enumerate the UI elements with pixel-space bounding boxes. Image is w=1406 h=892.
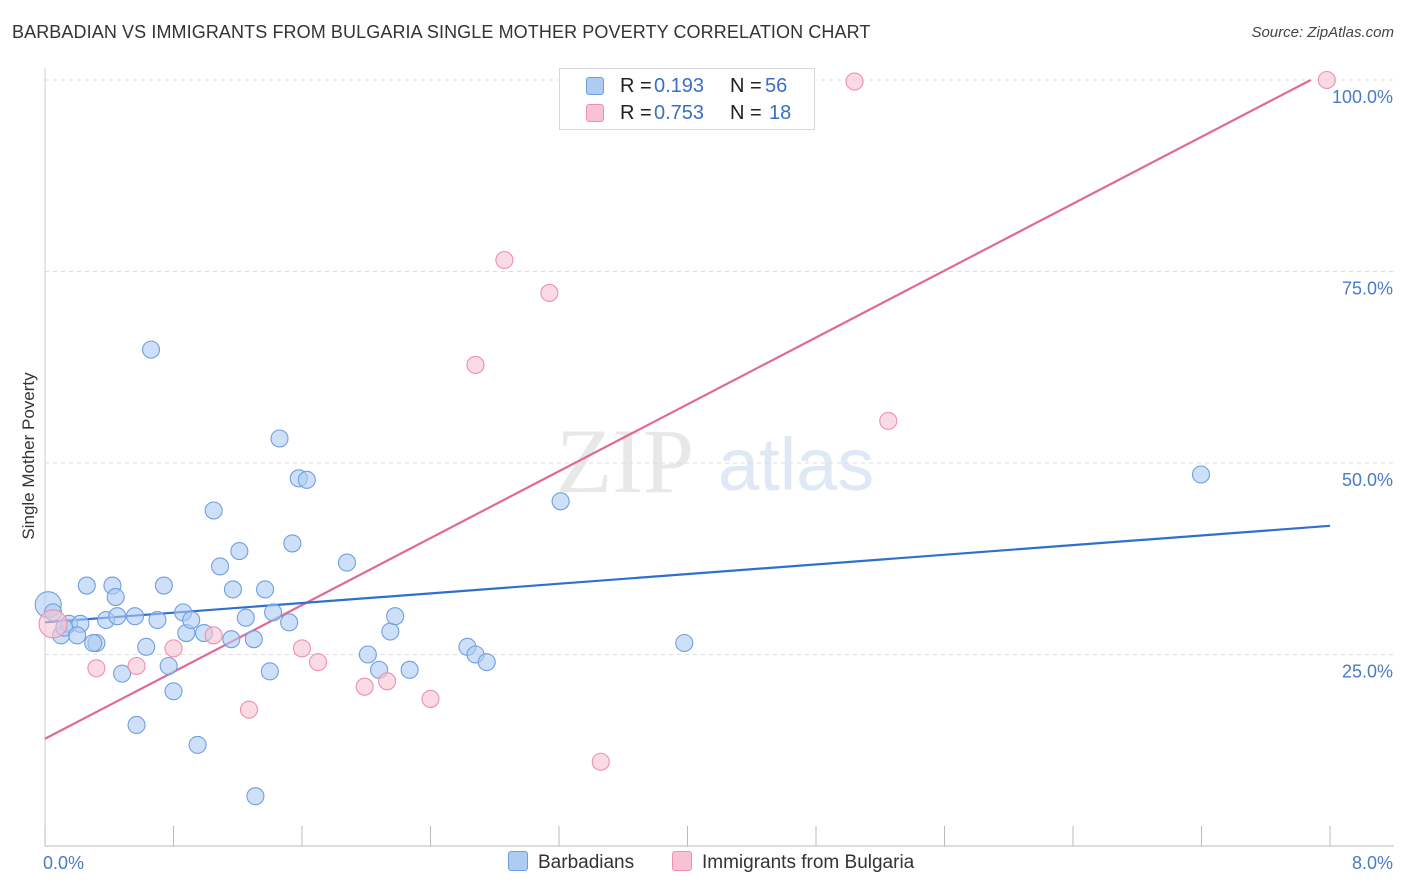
y-axis-title: Single Mother Poverty xyxy=(19,372,38,540)
point-barbadians xyxy=(551,492,570,511)
point-barbadians xyxy=(84,633,103,653)
point-barbadians xyxy=(400,660,419,679)
series-swatch-pink xyxy=(672,851,692,871)
points-immigrants-from-bulgaria xyxy=(38,70,1336,771)
point-immigrants-from-bulgaria xyxy=(421,689,440,708)
correlation-legend: R = 0.193 N = 56 R = 0.753 N = 18 xyxy=(559,68,815,130)
point-barbadians xyxy=(211,557,230,576)
point-immigrants-from-bulgaria xyxy=(591,752,610,771)
y-tick-label: 100.0% xyxy=(1332,87,1393,107)
point-immigrants-from-bulgaria xyxy=(292,639,312,658)
point-barbadians xyxy=(127,715,146,735)
series-name-barbadians: Barbadians xyxy=(538,852,635,873)
point-barbadians xyxy=(204,501,223,520)
point-immigrants-from-bulgaria xyxy=(38,609,68,639)
series-legend-bulgaria: Immigrants from Bulgaria xyxy=(672,851,914,874)
point-barbadians xyxy=(108,607,127,626)
watermark-atlas: atlas xyxy=(718,423,874,506)
point-barbadians xyxy=(77,576,96,595)
point-barbadians xyxy=(297,470,316,489)
x-axis xyxy=(44,68,1394,847)
point-immigrants-from-bulgaria xyxy=(87,659,106,678)
legend-n-value: 56 xyxy=(765,75,788,97)
legend-n-label: N = xyxy=(730,102,762,124)
point-barbadians xyxy=(381,622,400,641)
trend-lines xyxy=(44,79,1331,740)
y-tick-label: 50.0% xyxy=(1342,470,1393,490)
point-barbadians xyxy=(260,662,279,681)
x-tick-labels: 0.0% 8.0% xyxy=(43,853,1393,873)
watermark: ZIP atlas xyxy=(556,410,874,512)
legend-r-label: R = xyxy=(620,75,652,97)
y-tick-labels: 25.0% 50.0% 75.0% 100.0% xyxy=(1332,87,1393,682)
point-barbadians xyxy=(137,637,156,656)
point-barbadians xyxy=(256,580,275,599)
point-immigrants-from-bulgaria xyxy=(1317,70,1336,90)
point-barbadians xyxy=(141,340,161,359)
legend-n-value: 18 xyxy=(769,102,792,124)
point-immigrants-from-bulgaria xyxy=(309,653,328,672)
point-barbadians xyxy=(222,630,241,649)
point-immigrants-from-bulgaria xyxy=(879,411,898,430)
point-barbadians xyxy=(106,587,125,607)
point-barbadians xyxy=(280,613,299,632)
point-barbadians xyxy=(159,656,178,676)
legend-swatch-blue xyxy=(586,77,604,95)
point-barbadians xyxy=(125,607,144,626)
point-barbadians xyxy=(675,633,694,653)
trend-line-bulgaria xyxy=(44,79,1312,740)
point-immigrants-from-bulgaria xyxy=(127,656,146,676)
point-immigrants-from-bulgaria xyxy=(845,72,864,91)
grid-lines xyxy=(45,79,1394,655)
legend-r-label: R = xyxy=(620,102,652,124)
point-immigrants-from-bulgaria xyxy=(239,700,259,719)
series-legend-barbadians: Barbadians xyxy=(508,851,634,874)
trend-line-barbadians xyxy=(44,524,1331,624)
point-barbadians xyxy=(236,608,255,627)
point-barbadians xyxy=(244,630,263,649)
point-barbadians xyxy=(164,682,183,701)
legend-n-label: N = xyxy=(730,75,762,97)
point-immigrants-from-bulgaria xyxy=(378,672,397,691)
point-barbadians xyxy=(386,607,405,626)
series-swatch-blue xyxy=(508,851,528,871)
series-name-bulgaria: Immigrants from Bulgaria xyxy=(702,852,915,873)
point-immigrants-from-bulgaria xyxy=(540,283,559,302)
point-barbadians xyxy=(230,542,249,561)
point-barbadians xyxy=(270,429,289,448)
point-immigrants-from-bulgaria xyxy=(355,677,374,696)
y-tick-label: 75.0% xyxy=(1342,279,1393,299)
point-barbadians xyxy=(358,645,377,664)
point-immigrants-from-bulgaria xyxy=(204,626,223,645)
point-barbadians xyxy=(68,626,87,645)
point-barbadians xyxy=(223,580,242,599)
legend-r-value: 0.193 xyxy=(654,75,705,97)
legend-swatch-pink xyxy=(586,104,604,122)
point-barbadians xyxy=(264,603,283,622)
point-barbadians xyxy=(148,610,167,630)
x-tick-label: 8.0% xyxy=(1352,853,1393,873)
point-immigrants-from-bulgaria xyxy=(164,639,183,658)
x-tick-label: 0.0% xyxy=(43,853,84,873)
point-barbadians xyxy=(182,610,201,630)
point-barbadians xyxy=(477,653,496,672)
chart-title: BARBADIAN VS IMMIGRANTS FROM BULGARIA SI… xyxy=(12,22,871,42)
point-barbadians xyxy=(113,664,132,683)
legend-r-value: 0.753 xyxy=(654,102,705,124)
point-barbadians xyxy=(337,553,357,572)
y-tick-label: 25.0% xyxy=(1342,662,1393,682)
point-immigrants-from-bulgaria xyxy=(495,250,514,270)
source-label: Source: ZipAtlas.com xyxy=(1251,24,1394,41)
point-barbadians xyxy=(1191,465,1211,484)
point-barbadians xyxy=(188,735,207,754)
points-barbadians xyxy=(34,340,1211,806)
point-immigrants-from-bulgaria xyxy=(466,355,485,375)
point-barbadians xyxy=(154,576,173,595)
point-barbadians xyxy=(246,787,265,806)
point-barbadians xyxy=(283,534,302,553)
